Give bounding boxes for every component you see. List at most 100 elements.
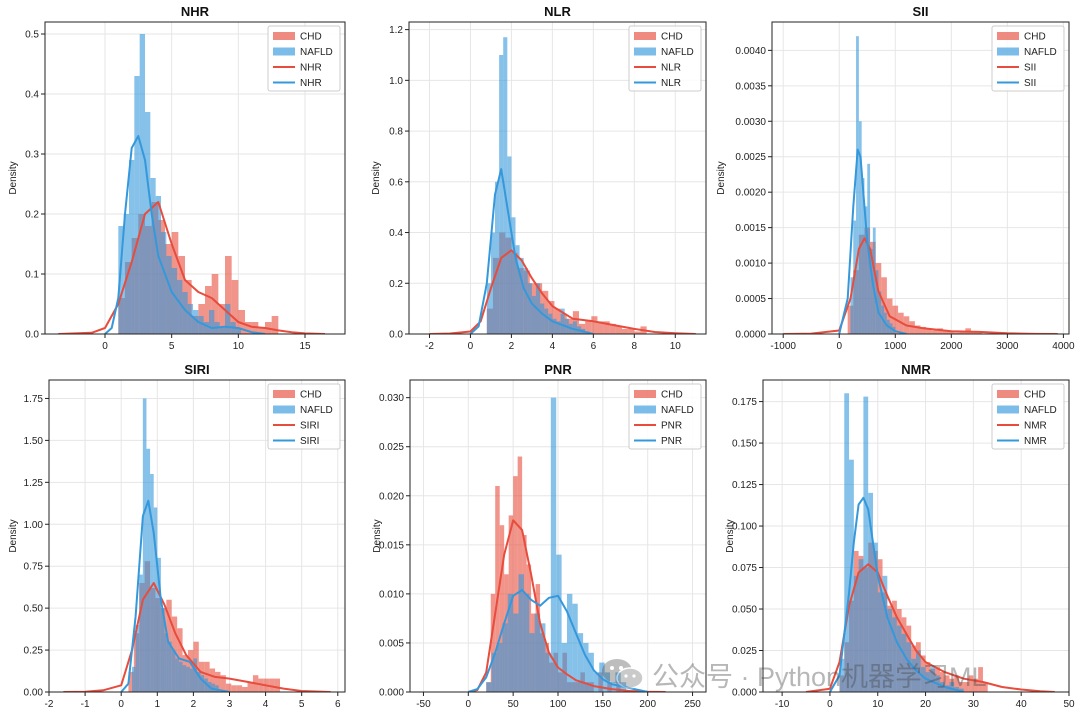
y-axis-label: Density xyxy=(372,519,383,552)
x-tick-label: 0 xyxy=(102,341,108,352)
bar-nafld xyxy=(204,678,208,692)
plot-area xyxy=(805,393,1055,692)
bar-chd xyxy=(271,316,279,334)
y-tick-label: 0.75 xyxy=(24,562,44,573)
bar-nafld xyxy=(513,613,519,692)
bar-nafld xyxy=(531,295,536,334)
y-tick-label: 0.0010 xyxy=(735,259,766,270)
bar-nafld xyxy=(864,206,868,334)
bar-nafld xyxy=(527,283,532,334)
bar-chd xyxy=(634,331,641,334)
bar-nafld xyxy=(511,217,516,334)
kde-line-pnr-chd xyxy=(468,519,666,692)
bar-chd xyxy=(609,323,616,334)
y-tick-label: 0.4 xyxy=(389,228,403,239)
bar-nafld xyxy=(153,507,158,692)
x-tick-label: 5 xyxy=(169,341,175,352)
axes-frame xyxy=(44,21,346,335)
bar-nafld xyxy=(911,658,916,692)
legend-box xyxy=(991,383,1065,450)
bar-nafld xyxy=(949,682,955,692)
x-tick-label: 2000 xyxy=(940,341,963,352)
bar-chd xyxy=(931,330,938,334)
legend-label: NAFLD xyxy=(300,47,333,58)
legend-swatch xyxy=(273,47,295,56)
y-tick-label: 0.010 xyxy=(379,589,404,600)
x-tick-label: 20 xyxy=(920,699,932,710)
bar-chd xyxy=(926,328,932,334)
y-tick-label: 0.50 xyxy=(24,604,44,615)
bar-chd xyxy=(490,593,496,692)
legend-swatch xyxy=(273,405,295,414)
legend-label: CHD xyxy=(1024,32,1046,43)
bar-chd xyxy=(978,667,983,692)
y-tick-label: 0.8 xyxy=(389,127,403,138)
bar-chd xyxy=(920,326,927,334)
x-tick-label: 3 xyxy=(227,699,233,710)
bar-nafld xyxy=(491,652,498,692)
bar-chd xyxy=(247,681,253,692)
kde-line-siri-chd xyxy=(63,582,331,692)
legend-label: NAFLD xyxy=(1024,405,1057,416)
x-tick-label: 10 xyxy=(670,341,682,352)
y-tick-label: 0.150 xyxy=(732,439,757,450)
x-tick-label: -50 xyxy=(416,699,431,710)
bar-chd xyxy=(968,675,974,692)
bar-nafld xyxy=(203,322,209,334)
bar-chd xyxy=(976,332,983,334)
plot-area xyxy=(467,397,666,692)
kde-line-nlr-nafld xyxy=(469,168,594,334)
y-tick-label: 0.6 xyxy=(389,177,403,188)
bar-nafld xyxy=(164,633,169,692)
bar-nafld xyxy=(534,613,541,692)
bar-chd xyxy=(242,686,248,692)
legend: CHD NAFLD PNR PNR xyxy=(628,383,702,450)
y-axis-label: Density xyxy=(371,161,382,194)
bar-chd xyxy=(215,671,221,692)
legend-box xyxy=(267,25,341,92)
bar-nafld xyxy=(160,608,165,692)
bar-nafld xyxy=(523,593,530,692)
y-tick-label: 0.0040 xyxy=(735,46,766,57)
legend-swatch xyxy=(634,32,656,40)
bar-nafld xyxy=(896,625,902,692)
bar-nafld xyxy=(189,668,194,692)
x-tick-label: 1 xyxy=(155,699,161,710)
y-tick-label: 0.050 xyxy=(732,605,757,616)
kde-line-siri-nafld xyxy=(120,499,230,692)
y-axis-label: Density xyxy=(8,161,19,194)
bar-nafld xyxy=(145,112,151,334)
y-tick-label: 1.0 xyxy=(389,76,403,87)
x-tick-label: 10 xyxy=(233,341,245,352)
bar-nafld xyxy=(556,321,561,334)
bar-chd xyxy=(944,675,950,692)
bar-chd xyxy=(628,328,635,334)
bar-nafld xyxy=(182,665,187,692)
x-tick-label: 15 xyxy=(299,341,311,352)
bar-nafld xyxy=(540,623,546,692)
legend-swatch xyxy=(997,32,1019,40)
bar-chd xyxy=(942,330,949,334)
legend-label: CHD xyxy=(300,32,322,43)
bar-nafld xyxy=(577,633,584,692)
x-tick-label: 0 xyxy=(466,699,472,710)
bar-nafld xyxy=(134,76,140,334)
y-tick-label: 0.030 xyxy=(379,393,404,404)
legend-label: SII xyxy=(1024,63,1036,74)
legend-label: CHD xyxy=(661,390,683,401)
bar-nafld xyxy=(187,304,193,334)
bar-chd xyxy=(622,328,629,334)
bar-chd xyxy=(954,675,960,692)
y-axis-label: Density xyxy=(725,519,736,552)
y-tick-label: 0.015 xyxy=(379,540,404,551)
bar-chd xyxy=(128,671,134,692)
legend-label: NHR xyxy=(300,63,322,74)
bar-nafld xyxy=(209,310,215,334)
y-tick-label: 1.2 xyxy=(389,25,403,36)
y-tick-label: 0.00 xyxy=(24,688,44,699)
legend-label: NAFLD xyxy=(661,47,694,58)
x-tick-label: 0 xyxy=(827,699,833,710)
x-tick-label: 250 xyxy=(684,699,701,710)
x-tick-label: 10 xyxy=(872,699,884,710)
bar-nafld xyxy=(497,642,503,692)
